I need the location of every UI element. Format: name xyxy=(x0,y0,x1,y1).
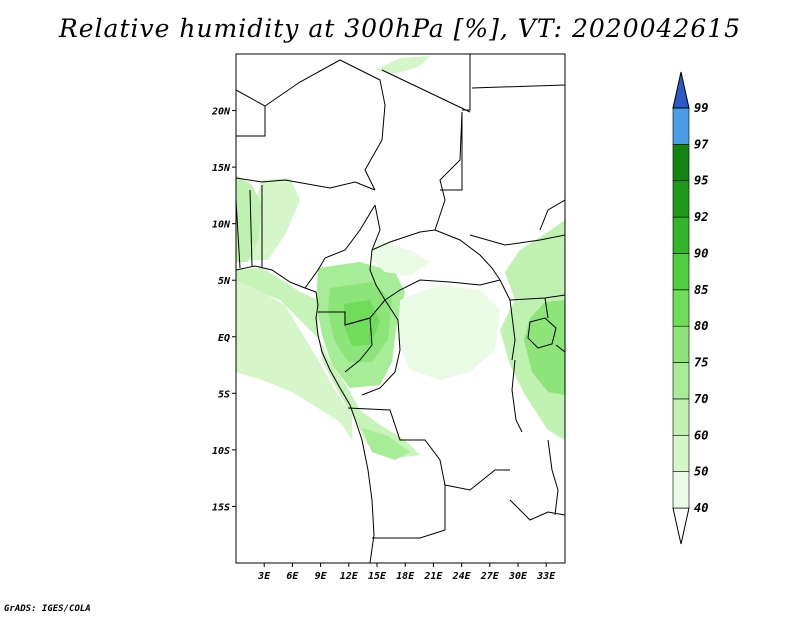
lon-tick-label: 6E xyxy=(286,571,299,582)
chart-title: Relative humidity at 300hPa [%], VT: 202… xyxy=(58,14,742,43)
colorbar-label: 40 xyxy=(694,501,708,515)
coastline-lake-victoria xyxy=(527,317,557,349)
colorbar-box xyxy=(672,180,690,218)
border-cameroon-chad xyxy=(371,204,381,251)
border-sudan-chad-east xyxy=(440,112,463,191)
border-libya-sudan xyxy=(381,69,471,113)
border-drc-zambia xyxy=(444,469,510,491)
lat-tick-label: 20N xyxy=(211,107,231,118)
colorbar-bottom-arrow xyxy=(672,507,690,545)
border-angola-south xyxy=(372,529,446,539)
humidity-region-gulf xyxy=(236,280,352,440)
border-tanzania xyxy=(555,344,565,353)
lon-tick-label: 24E xyxy=(452,571,472,582)
border-ghana xyxy=(236,199,241,269)
colorbar-label: 90 xyxy=(694,246,708,260)
colorbar-label: 97 xyxy=(694,137,709,151)
colorbar-label: 85 xyxy=(694,283,708,297)
colorbar-label: 50 xyxy=(694,465,708,479)
border-niger-algeria xyxy=(264,59,341,107)
lat-tick-label: 15S xyxy=(212,502,230,513)
humidity-region-north-strip xyxy=(375,56,430,74)
lon-tick-label: 12E xyxy=(340,571,359,582)
humidity-region-car xyxy=(370,240,430,276)
border-uganda-kenya xyxy=(544,297,549,319)
border-egypt-sudan xyxy=(462,54,471,111)
colorbar-label: 80 xyxy=(694,319,708,333)
border-sudan-southsudan xyxy=(469,234,565,246)
lon-tick-label: 18E xyxy=(396,571,415,582)
lon-tick-label: 9E xyxy=(315,571,328,582)
border-car-sudan xyxy=(434,229,501,281)
lat-tick-label: 10N xyxy=(212,220,231,231)
coastline-lake-malawi xyxy=(547,439,559,516)
border-drc-east xyxy=(499,279,516,361)
latitude-axis: 20N 15N 10N 5N EQ 5S 10S 15S xyxy=(211,107,236,513)
border-chad-car xyxy=(371,229,436,251)
humidity-region-angola xyxy=(362,428,410,460)
plot-frame xyxy=(235,53,566,564)
colorbar-box xyxy=(672,289,690,327)
colorbar-label: 92 xyxy=(694,210,708,224)
humidity-region-nigeria xyxy=(246,178,300,260)
border-sahara-west xyxy=(236,89,266,137)
colorbar-box xyxy=(672,398,690,436)
colorbar-box xyxy=(672,471,690,509)
lon-tick-label: 15E xyxy=(368,571,387,582)
coastline-west xyxy=(236,265,375,563)
border-car-drc xyxy=(384,279,501,301)
colorbar-label: 70 xyxy=(694,392,708,406)
colorbar-top-arrow xyxy=(672,71,690,109)
humidity-region-east-core xyxy=(524,300,565,395)
colorbar-box xyxy=(672,362,690,400)
colorbar-label: 75 xyxy=(694,356,708,370)
border-congo-drc xyxy=(361,299,401,396)
lon-tick-label: 27E xyxy=(480,571,500,582)
lat-tick-label: 5N xyxy=(218,276,231,287)
colorbar-label: 95 xyxy=(694,174,708,188)
colorbar-box xyxy=(672,325,690,363)
colorbar-box xyxy=(672,216,690,254)
lat-tick-label: 15N xyxy=(212,163,231,174)
border-zambia-moz xyxy=(509,499,565,521)
colorbar: 40 50 60 70 75 80 85 90 92 95 97 99 xyxy=(672,71,709,545)
coastline-lake-tanganyika xyxy=(511,359,523,433)
colorbar-label: 99 xyxy=(694,101,708,115)
border-chad-sudan xyxy=(434,111,463,231)
lat-tick-label: 10S xyxy=(212,446,230,457)
border-drc-angola-north xyxy=(347,407,446,486)
humidity-region-central-patchy xyxy=(398,285,500,380)
humidity-shading xyxy=(236,56,565,460)
border-nigeria-cameroon xyxy=(304,204,376,289)
lat-tick-label: 5S xyxy=(218,389,230,400)
colorbar-label: 60 xyxy=(694,428,708,442)
lon-tick-label: 30E xyxy=(508,571,528,582)
lat-tick-label: EQ xyxy=(218,333,230,344)
border-egypt xyxy=(471,84,565,89)
border-libya-chad xyxy=(339,59,386,141)
border-nile-red-sea xyxy=(539,199,565,231)
colorbar-box xyxy=(672,253,690,291)
grads-credit: GrADS: IGES/COLA xyxy=(4,604,91,614)
longitude-axis: 3E 6E 9E 12E 15E 18E 21E 24E 27E 30E 33E xyxy=(257,563,556,582)
humidity-region-west-coast xyxy=(236,268,420,458)
colorbar-box xyxy=(672,434,690,472)
lon-tick-label: 3E xyxy=(257,571,271,582)
lon-tick-label: 21E xyxy=(423,571,443,582)
border-niger-nigeria xyxy=(236,177,376,191)
border-togo xyxy=(249,189,253,267)
border-chad-niger xyxy=(364,139,383,191)
border-gabon-congo xyxy=(344,317,373,373)
colorbar-box xyxy=(672,144,690,182)
border-cameroon-car xyxy=(369,249,386,301)
colorbar-box xyxy=(672,107,690,145)
country-borders xyxy=(236,54,565,563)
lon-tick-label: 33E xyxy=(536,571,556,582)
humidity-region-westafrica xyxy=(236,175,262,262)
